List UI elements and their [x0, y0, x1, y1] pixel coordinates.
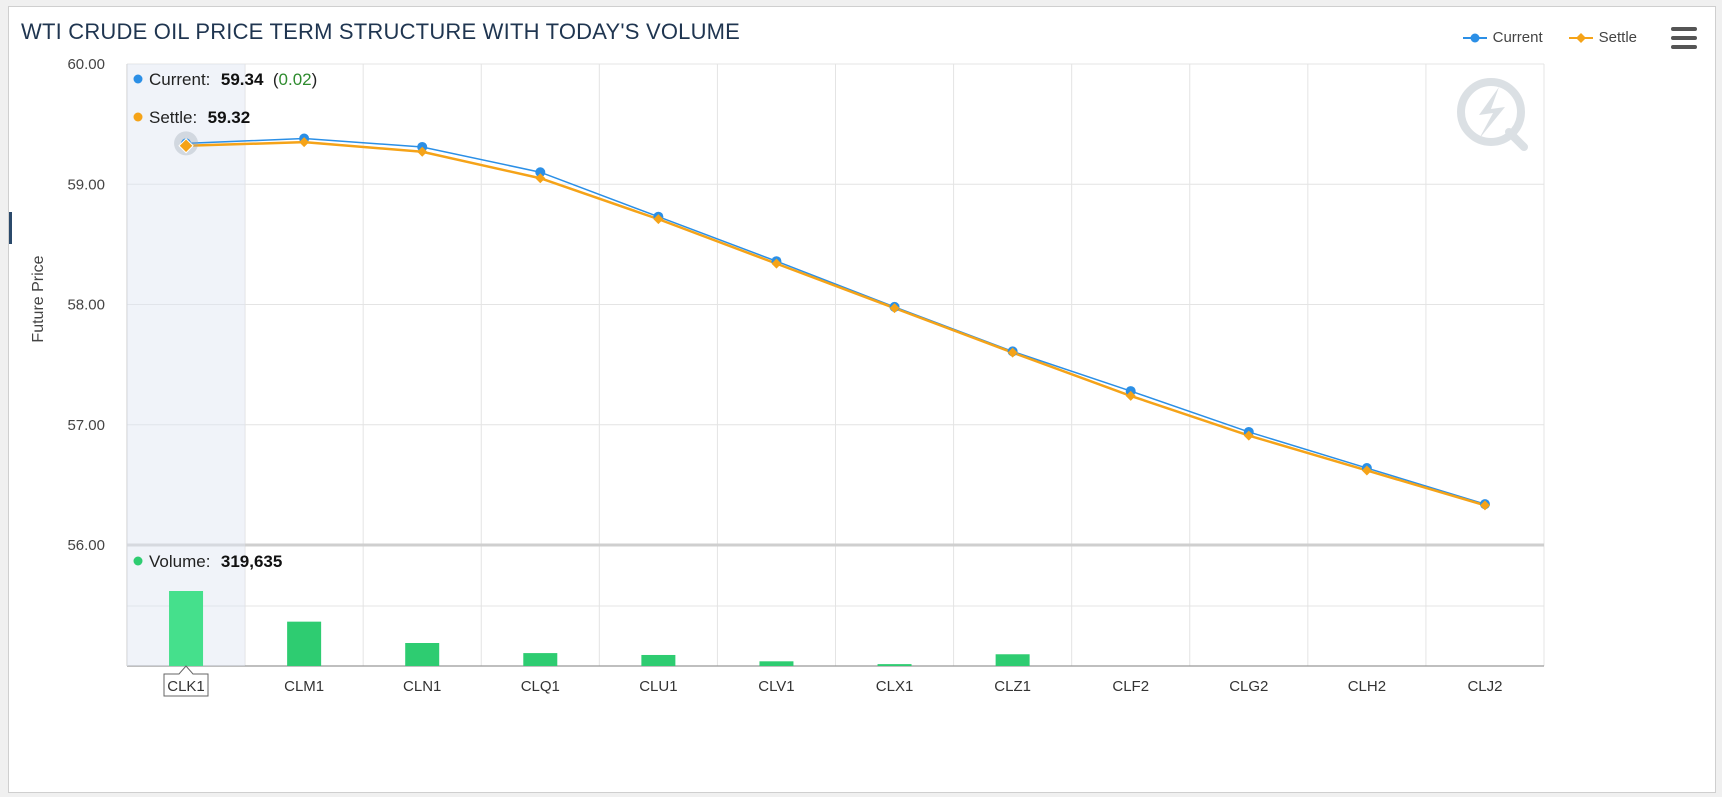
- tooltip-volume-label: Volume:: [149, 552, 210, 571]
- x-tick-label: CLQ1: [521, 678, 560, 695]
- tooltip-current: Current: 59.34 (0.02): [133, 70, 317, 89]
- legend-current-label: Current: [1492, 29, 1543, 46]
- x-tick-label: CLJ2: [1467, 678, 1502, 695]
- tooltip-settle-value: 59.32: [208, 108, 251, 127]
- tooltip-current-value: 59.34: [221, 70, 264, 89]
- tooltip-current-label: Current:: [149, 70, 210, 89]
- tooltip-settle-line: Settle: 59.32: [149, 108, 250, 127]
- settle-point[interactable]: [417, 146, 428, 157]
- settle-point[interactable]: [1361, 465, 1372, 476]
- volume-bars: [169, 591, 1030, 666]
- x-tick-label: CLH2: [1348, 678, 1386, 695]
- highlight-layer: [127, 64, 246, 666]
- volume-bar[interactable]: [641, 654, 676, 666]
- volume-bar[interactable]: [405, 643, 440, 666]
- tooltip-current-close: ): [312, 70, 318, 89]
- legend-current-marker: [1462, 33, 1487, 42]
- tooltip-current-change: 0.02: [279, 70, 312, 89]
- y-axis-ticks: 60.00 59.00 58.00 57.00 56.00: [67, 56, 105, 554]
- current-point[interactable]: [535, 167, 546, 178]
- side-tab-marker: [9, 212, 12, 244]
- y-tick-label: 56.00: [67, 537, 105, 554]
- grid: [126, 63, 1545, 667]
- legend-item-current[interactable]: Current: [1462, 29, 1543, 46]
- category-flag: CLK1: [163, 665, 209, 697]
- x-tick-label: CLN1: [403, 678, 441, 695]
- x-tick-label: CLM1: [284, 678, 324, 695]
- tooltip-volume: Volume: 319,635: [133, 552, 282, 571]
- legend-item-settle[interactable]: Settle: [1568, 29, 1637, 46]
- settle-point[interactable]: [889, 303, 900, 314]
- series-points: [174, 131, 1490, 511]
- settle-point[interactable]: [771, 258, 782, 269]
- watermark-logo-icon: [1457, 78, 1528, 151]
- settle-point[interactable]: [1125, 390, 1136, 401]
- tooltip-settle-label: Settle:: [149, 108, 197, 127]
- tooltip-settle-dot: [133, 112, 143, 122]
- x-tick-label: CLF2: [1112, 678, 1149, 695]
- settle-point[interactable]: [178, 138, 194, 154]
- legend: Current Settle: [1462, 29, 1637, 46]
- series-line-current: [186, 137, 1486, 505]
- settle-point[interactable]: [653, 214, 664, 225]
- x-tick-label: CLU1: [639, 678, 677, 695]
- chart-container: WTI CRUDE OIL PRICE TERM STRUCTURE WITH …: [8, 6, 1716, 793]
- tooltip-volume-dot: [133, 556, 143, 566]
- settle-point[interactable]: [1479, 500, 1490, 511]
- x-tick-label: CLX1: [876, 678, 914, 695]
- y-tick-label: 57.00: [67, 417, 105, 434]
- y-tick-label: 58.00: [67, 297, 105, 314]
- tooltip-volume-value: 319,635: [221, 552, 282, 571]
- tooltip-volume-line: Volume: 319,635: [149, 552, 282, 571]
- volume-bar[interactable]: [523, 653, 558, 666]
- x-tick-label: CLZ1: [994, 678, 1031, 695]
- settle-point[interactable]: [1243, 430, 1254, 441]
- tooltip-current-dot: [133, 74, 143, 84]
- highlight-band: [127, 64, 246, 666]
- settle-point[interactable]: [535, 173, 546, 184]
- volume-bar[interactable]: [169, 591, 204, 666]
- y-tick-label: 60.00: [67, 56, 105, 73]
- x-tick-label: CLV1: [758, 678, 794, 695]
- y-axis-label: Future Price: [30, 255, 47, 342]
- series-line-settle: [186, 140, 1486, 507]
- volume-bar[interactable]: [287, 621, 322, 666]
- category-flag-label: CLK1: [167, 678, 205, 695]
- tooltip-current-line: Current: 59.34 (0.02): [149, 70, 317, 89]
- volume-bar[interactable]: [995, 654, 1030, 666]
- settle-point[interactable]: [299, 137, 310, 148]
- tooltip-settle: Settle: 59.32: [133, 108, 250, 127]
- x-tick-label: CLG2: [1229, 678, 1268, 695]
- legend-settle-marker: [1568, 32, 1593, 43]
- legend-settle-label: Settle: [1598, 29, 1637, 46]
- x-axis-ticks: CLM1 CLN1 CLQ1 CLU1 CLV1 CLX1 CLZ1 CLF2 CLG2 CLH2…: [284, 678, 1502, 695]
- settle-point[interactable]: [1007, 347, 1018, 358]
- y-tick-label: 59.00: [67, 176, 105, 193]
- chart-title: WTI CRUDE OIL PRICE TERM STRUCTURE WITH …: [21, 19, 741, 44]
- volume-bar[interactable]: [877, 664, 912, 666]
- series-lines: [186, 137, 1486, 507]
- tooltip-current-open: (: [273, 70, 279, 89]
- volume-bar[interactable]: [759, 661, 794, 666]
- hamburger-menu-icon[interactable]: [1671, 27, 1697, 49]
